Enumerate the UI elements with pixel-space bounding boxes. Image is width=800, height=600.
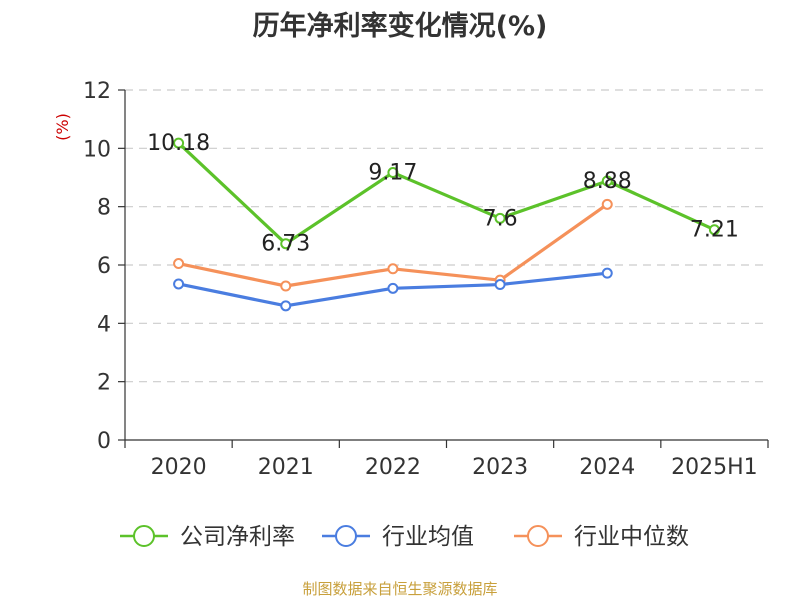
x-tick-label: 2020 — [151, 455, 207, 480]
series-lines — [173, 137, 720, 312]
data-label: 9.17 — [368, 161, 417, 186]
x-tick-label: 2022 — [365, 455, 421, 480]
legend-marker — [335, 525, 357, 547]
y-tick-label: 2 — [97, 371, 111, 396]
data-point[interactable] — [601, 198, 613, 210]
y-tick-label: 8 — [97, 196, 111, 221]
axes: 0 2 4 6 8 10 12 2020 2021 2022 2023 2024 2025H1 (%) — [53, 79, 769, 480]
x-tick-label: 2021 — [258, 455, 314, 480]
legend-label: 公司净利率 — [180, 524, 295, 550]
x-tick-label: 2023 — [472, 455, 528, 480]
data-point[interactable] — [601, 175, 613, 187]
data-labels: 10.18 6.73 9.17 7.6 8.88 7.21 — [147, 131, 739, 257]
series-line — [177, 141, 716, 246]
data-label: 8.88 — [583, 169, 632, 194]
data-label: 7.6 — [483, 206, 518, 231]
data-point[interactable] — [173, 137, 185, 149]
data-point[interactable] — [494, 279, 506, 291]
legend-label: 行业均值 — [382, 524, 474, 550]
data-label: 6.73 — [261, 232, 310, 257]
data-point[interactable] — [494, 212, 506, 224]
y-tick-label: 4 — [97, 312, 111, 337]
data-label: 10.18 — [147, 131, 210, 156]
data-point[interactable] — [387, 282, 399, 294]
y-axis-label: (%) — [53, 113, 72, 141]
data-point[interactable] — [173, 278, 185, 290]
data-label: 7.21 — [690, 218, 739, 243]
x-tick-label: 2025H1 — [671, 455, 758, 480]
legend-item[interactable]: 公司净利率 — [120, 524, 295, 550]
legend-marker — [133, 525, 155, 547]
y-tick-label: 12 — [83, 79, 111, 104]
source-note: 制图数据来自恒生聚源数据库 — [302, 580, 498, 598]
legend-marker — [527, 525, 549, 547]
data-point[interactable] — [280, 238, 292, 250]
legend-label: 行业中位数 — [574, 524, 689, 550]
data-point[interactable] — [708, 224, 720, 236]
chart-title: 历年净利率变化情况(%) — [252, 11, 548, 42]
legend-item[interactable]: 行业均值 — [322, 524, 474, 550]
x-tick-label: 2024 — [579, 455, 635, 480]
y-tick-label: 6 — [97, 254, 111, 279]
grid-lines — [125, 89, 768, 383]
data-point[interactable] — [387, 263, 399, 275]
data-point[interactable] — [173, 258, 185, 270]
data-point[interactable] — [280, 280, 292, 292]
data-point[interactable] — [387, 167, 399, 179]
data-point[interactable] — [280, 300, 292, 312]
y-tick-label: 0 — [97, 429, 111, 454]
data-point[interactable] — [601, 267, 613, 279]
legend-item[interactable]: 行业中位数 — [514, 524, 689, 550]
y-tick-label: 10 — [83, 137, 111, 162]
legend[interactable]: 公司净利率 行业均值 行业中位数 — [120, 524, 689, 550]
